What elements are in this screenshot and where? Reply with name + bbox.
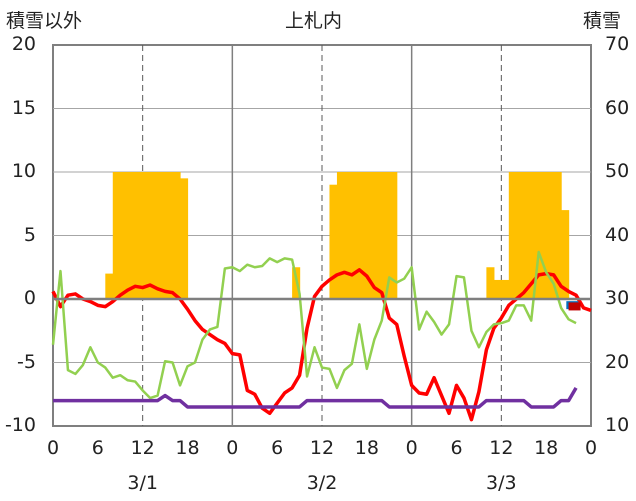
snow-depth-bar — [142, 172, 151, 299]
x-tick-label: 12 — [489, 437, 514, 459]
x-tick-label: 0 — [584, 437, 598, 459]
left-tick-label: -10 — [4, 414, 36, 436]
snow-depth-bar — [344, 172, 353, 299]
day-label: 3/1 — [127, 472, 158, 494]
snow-depth-bar — [351, 172, 360, 299]
snow-depth-bar — [112, 172, 121, 299]
series-line-気温 — [51, 268, 592, 422]
right-tick-label: 20 — [605, 350, 630, 373]
left-tick-label: -5 — [17, 350, 36, 373]
snow-depth-bar — [508, 172, 517, 299]
x-tick-label: 18 — [534, 437, 559, 459]
snow-depth-bar — [120, 172, 129, 299]
x-tick-label: 18 — [354, 437, 379, 459]
x-tick-label: 12 — [130, 437, 155, 459]
series-line-湿度等 — [53, 387, 578, 409]
snow-depth-bar — [538, 172, 547, 299]
x-tick-label: 6 — [91, 437, 104, 459]
snow-depth-bar — [531, 172, 540, 299]
snow-depth-bar — [381, 172, 390, 299]
right-tick-label: 40 — [605, 223, 630, 246]
snow-depth-bar — [486, 267, 495, 299]
x-tick-label: 0 — [226, 437, 239, 459]
snow-depth-bar — [493, 279, 502, 299]
snow-depth-bar — [165, 172, 174, 299]
snow-depth-bar — [150, 172, 159, 299]
snow-depth-bar — [374, 172, 383, 299]
x-tick-label: 0 — [46, 437, 60, 459]
series-lines — [51, 250, 592, 422]
snow-depth-bar — [516, 172, 525, 299]
left-tick-label: 20 — [11, 33, 36, 55]
day-label: 3/2 — [306, 472, 338, 494]
snow-depth-bar — [180, 178, 189, 299]
snow-depth-bar — [501, 279, 510, 299]
snow-depth-bar — [157, 172, 166, 299]
right-axis-title: 積雪 — [583, 10, 622, 32]
snow-depth-bar — [336, 172, 346, 299]
right-tick-label: 70 — [605, 33, 630, 55]
snow-depth-bar — [105, 273, 114, 299]
left-tick-label: 0 — [23, 287, 36, 309]
x-tick-label: 12 — [309, 437, 335, 459]
snow-depth-bar — [127, 172, 136, 299]
snow-depth-bar — [366, 172, 375, 299]
right-tick-label: 10 — [605, 414, 630, 436]
snow-depth-bar — [546, 172, 555, 299]
x-tick-label: 18 — [175, 437, 200, 459]
snow-depth-bar — [329, 184, 338, 299]
chart-title: 上札内 — [285, 10, 343, 32]
left-tick-label: 5 — [23, 223, 36, 246]
snow-depth-bar — [523, 172, 532, 299]
right-tick-label: 30 — [605, 287, 630, 309]
grid-lines — [53, 45, 591, 426]
snow-depth-bar — [553, 172, 562, 299]
left-tick-label: 15 — [11, 96, 36, 119]
x-tick-label: 6 — [450, 437, 463, 459]
snow-depth-bar — [561, 210, 570, 299]
right-tick-label: 60 — [605, 96, 630, 119]
snow-depth-bar — [135, 172, 144, 299]
snow-depth-bar — [172, 172, 181, 299]
series-line-風速 — [51, 250, 577, 400]
snow-depth-bars — [105, 172, 570, 299]
snow-depth-bar — [359, 172, 368, 299]
snow-depth-bar — [389, 172, 398, 299]
left-axis-title: 積雪以外 — [6, 10, 83, 32]
day-label: 3/3 — [486, 472, 517, 494]
left-tick-label: 10 — [11, 160, 36, 182]
x-tick-label: 0 — [405, 437, 418, 459]
x-tick-label: 6 — [271, 437, 284, 459]
right-tick-label: 50 — [605, 160, 630, 182]
extra-mark — [568, 302, 581, 311]
